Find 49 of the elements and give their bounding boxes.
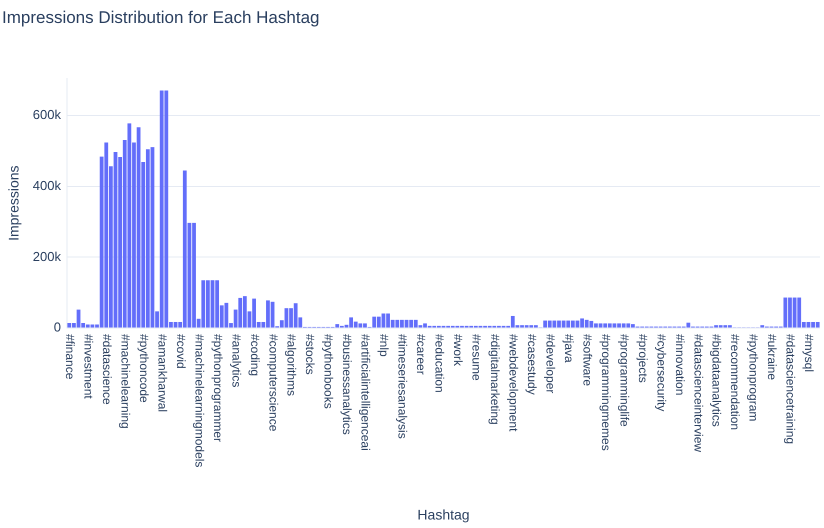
y-tick-label: 400k xyxy=(32,178,62,193)
chart-title: Impressions Distribution for Each Hashtag xyxy=(2,8,320,27)
x-tick-label: #algorithms xyxy=(284,334,299,396)
bar xyxy=(543,320,548,328)
x-tick-label: #work xyxy=(451,334,466,368)
x-tick-label: #developer xyxy=(543,334,558,394)
x-tick-label: #software xyxy=(580,334,594,386)
x-tick-label: #machinelearning xyxy=(118,334,132,429)
x-tick-label: #java xyxy=(562,334,576,364)
x-tick-label: #bigdataanalytics xyxy=(710,334,724,427)
x-tick-label: #pythonprogrammer xyxy=(210,334,225,442)
x-tick-label: #investment xyxy=(81,334,96,400)
x-tick-label: #covid xyxy=(174,334,188,369)
x-tick-label: #coding xyxy=(248,334,262,376)
x-tick-label: #webdevelopment xyxy=(506,334,520,432)
x-tick-label: #computerscience xyxy=(266,334,280,432)
x-tick-label: #amankharwal xyxy=(155,334,170,412)
x-tick-label: #programminglife xyxy=(617,334,632,428)
x-tick-label: #datasciencetraining xyxy=(784,334,798,444)
x-tick-label: #artificialintelligenceai xyxy=(358,334,373,451)
y-tick-label: 200k xyxy=(32,248,62,264)
x-axis-title: Hashtag xyxy=(417,506,470,522)
x-tick-label: #analytics xyxy=(229,334,244,388)
x-tick-label: #programmingmemes xyxy=(598,334,613,451)
x-tick-label: #projects xyxy=(636,334,650,383)
y-axis-title: Impressions xyxy=(5,165,22,241)
x-tick-label: #casestudy xyxy=(524,334,539,395)
x-tick-label: #pythoncode xyxy=(136,334,151,404)
x-tick-label: #digitalmarketing xyxy=(488,334,502,425)
x-tick-label: #machinelearningmodels xyxy=(192,334,206,468)
x-tick-label: #pythonprogram xyxy=(746,334,761,422)
x-tick-label: #recommendation xyxy=(728,334,742,430)
x-tick-label: #mysql xyxy=(802,334,816,372)
x-tick-label: #resume xyxy=(470,334,484,382)
x-tick-label: #businessanalytics xyxy=(340,334,354,435)
x-tick-label: #cybersecurity xyxy=(654,334,668,412)
x-tick-label: #nlp xyxy=(377,334,392,358)
x-tick-label: #datascienceinterview xyxy=(691,334,706,452)
x-tick-label: #pythonbooks xyxy=(322,334,336,409)
y-tick-label: 600k xyxy=(32,107,62,122)
x-tick-label: #innovation xyxy=(672,334,687,396)
y-tick-label: 0 xyxy=(54,320,61,335)
x-tick-label: #timeseriesanalysis xyxy=(396,334,410,439)
x-tick-label: #finance xyxy=(62,334,77,380)
x-tick-label: #stocks xyxy=(303,334,318,375)
x-tick-label: #career xyxy=(414,334,428,375)
x-tick-label: #education xyxy=(432,334,447,393)
x-tick-label: #ukraine xyxy=(765,334,780,380)
x-tick-label: #datascience xyxy=(100,334,114,406)
